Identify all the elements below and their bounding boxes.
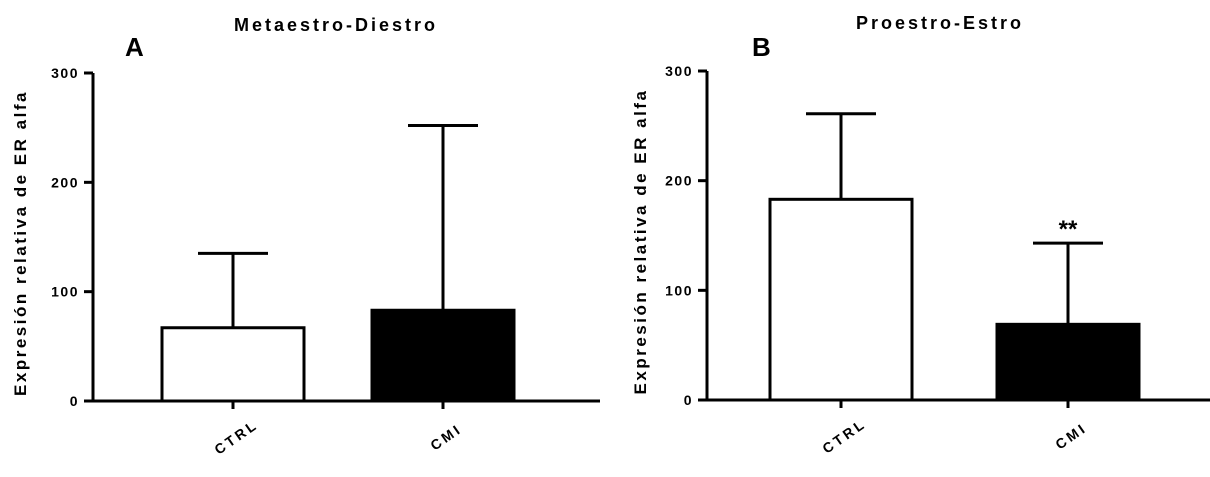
chart-title: Metaestro-Diestro — [234, 15, 438, 35]
y-tick-label: 100 — [51, 284, 79, 300]
x-tick-label: CMI — [1052, 419, 1090, 452]
panel-letter: A — [125, 32, 144, 62]
y-axis-label: Expresión relativa de ER alfa — [11, 90, 30, 396]
bar — [768, 197, 914, 402]
y-tick-label: 0 — [684, 392, 693, 408]
y-tick-label: 100 — [665, 282, 693, 298]
y-tick-label: 300 — [51, 65, 79, 81]
x-tick-label: CTRL — [211, 416, 261, 457]
x-tick-label: CMI — [427, 420, 465, 453]
bar — [160, 326, 306, 403]
significance-annotation: ** — [1059, 216, 1078, 243]
bar — [995, 322, 1141, 402]
x-tick-label: CTRL — [819, 415, 869, 456]
panel-letter: B — [752, 32, 771, 62]
y-tick-label: 200 — [51, 174, 79, 190]
y-tick-label: 300 — [665, 63, 693, 79]
bar — [370, 308, 516, 403]
y-tick-label: 0 — [70, 393, 79, 409]
y-axis-label: Expresión relativa de ER alfa — [631, 89, 650, 395]
y-tick-label: 200 — [665, 173, 693, 189]
chart-title: Proestro-Estro — [856, 13, 1024, 33]
